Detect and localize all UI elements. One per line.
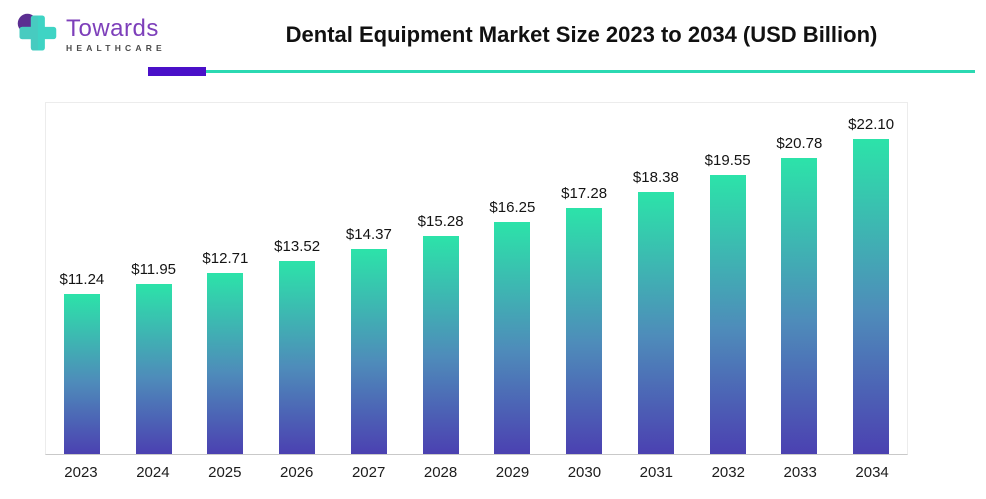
- bar-group: $15.28: [405, 213, 477, 454]
- x-axis-label: 2026: [280, 464, 314, 481]
- bar-group: $11.95: [118, 261, 190, 454]
- bar: [853, 139, 890, 454]
- bar-value-label: $12.71: [202, 250, 249, 267]
- bar-group: $22.10: [835, 116, 907, 454]
- bar: [781, 158, 818, 454]
- x-axis-label: 2031: [639, 464, 674, 481]
- bar-value-label: $13.52: [274, 238, 321, 255]
- x-axis-label: 2030: [567, 464, 602, 481]
- bar-value-label: $11.95: [131, 261, 176, 278]
- bar-group: $17.28: [548, 185, 620, 454]
- bar: [709, 175, 746, 454]
- x-axis: 2023 2024 2025 2026 2027 2028 2029 2030 2031 2032…: [45, 455, 908, 481]
- brand-name: Towards: [66, 15, 159, 43]
- x-axis-label: 2033: [783, 464, 817, 481]
- bar-value-label: $17.28: [561, 185, 608, 202]
- x-axis-label: 2024: [136, 464, 170, 481]
- x-axis-label: 2025: [208, 464, 242, 481]
- bar-value-label: $19.55: [704, 152, 751, 169]
- header: Towards HEALTHCARE Dental Equipment Mark…: [0, 0, 986, 62]
- towards-healthcare-logo-icon: [16, 10, 58, 61]
- bar-value-label: $16.25: [489, 199, 536, 216]
- title-underline: [148, 66, 975, 76]
- brand-subtitle: HEALTHCARE: [66, 43, 166, 54]
- bar-group: $11.24: [46, 271, 118, 454]
- bar-value-label: $22.10: [848, 116, 895, 133]
- bar-value-label: $14.37: [345, 226, 392, 243]
- x-axis-label: 2027: [351, 464, 386, 481]
- x-axis-label: 2029: [495, 464, 530, 481]
- bar: [566, 208, 603, 454]
- bar-group: $16.25: [477, 199, 549, 454]
- bar-group: $13.52: [261, 238, 333, 454]
- x-axis-label: 2034: [855, 464, 889, 481]
- bar: [637, 192, 674, 454]
- bar: [279, 261, 316, 454]
- bar: [350, 249, 387, 454]
- bar: [135, 284, 172, 454]
- bar-group: $12.71: [190, 250, 262, 454]
- bar-chart: $11.24 $11.95 $12.71 $13.52 $14.37 $15.28 $16.…: [45, 102, 908, 481]
- chart-plot-area: $11.24 $11.95 $12.71 $13.52 $14.37 $15.28 $16.…: [45, 102, 908, 455]
- bar-group: $20.78: [764, 135, 836, 454]
- bar-group: $19.55: [692, 152, 764, 454]
- brand-text: Towards HEALTHCARE: [66, 17, 166, 53]
- bar: [207, 273, 244, 454]
- x-axis-label: 2028: [423, 464, 458, 481]
- page-title: Dental Equipment Market Size 2023 to 203…: [285, 22, 878, 47]
- underline-teal-segment: [206, 69, 975, 73]
- bar-group: $14.37: [333, 226, 405, 454]
- bar-value-label: $15.28: [417, 213, 464, 230]
- x-axis-label: 2023: [64, 464, 98, 481]
- bar: [63, 294, 100, 454]
- bar-value-label: $11.24: [59, 271, 105, 288]
- bar-value-label: $18.38: [632, 169, 679, 186]
- bar-value-label: $20.78: [776, 135, 823, 152]
- underline-purple-segment: [148, 66, 206, 76]
- bar: [494, 222, 531, 454]
- bar-group: $18.38: [620, 169, 692, 454]
- brand-logo: Towards HEALTHCARE: [16, 10, 201, 61]
- bar: [422, 236, 459, 454]
- x-axis-label: 2032: [711, 464, 745, 481]
